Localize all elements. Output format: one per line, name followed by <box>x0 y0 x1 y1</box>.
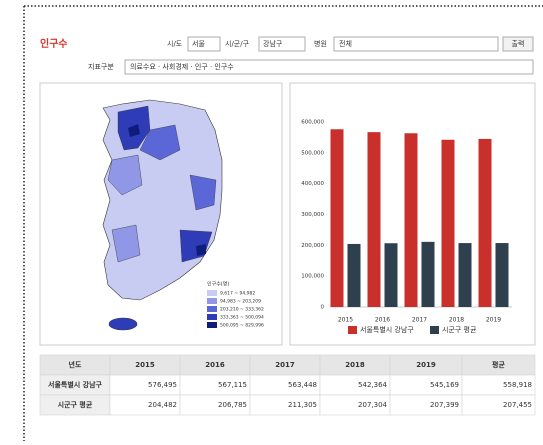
bar <box>404 133 418 307</box>
table-text: 207,399 <box>430 401 459 409</box>
select-value: 전체 <box>339 39 352 48</box>
x-tick-label: 2016 <box>375 317 390 324</box>
y-tick-label: 300,000 <box>301 212 324 218</box>
table-text: 542,364 <box>358 381 387 389</box>
table-text: 576,495 <box>148 381 177 389</box>
legend-swatch <box>207 314 217 320</box>
table-text: 서울특별시 강남구 <box>48 380 103 389</box>
indicator-select[interactable] <box>124 59 534 75</box>
x-tick-label: 2017 <box>412 317 427 324</box>
button-label: 출력 <box>512 39 525 48</box>
x-tick-label: 2019 <box>486 317 501 324</box>
bar <box>441 139 455 307</box>
bar <box>384 243 398 307</box>
table-text: 211,305 <box>288 401 317 409</box>
bar <box>458 243 472 307</box>
y-tick-label: 600,000 <box>301 120 324 126</box>
table-text: 206,785 <box>218 401 247 409</box>
select-value: 강남구 <box>263 39 283 48</box>
table-text: 558,918 <box>503 381 532 389</box>
legend-label: 서울특별시 강남구 <box>360 325 414 334</box>
sido-select[interactable] <box>187 36 221 52</box>
legend-label: 94,983 ~ 203,209 <box>220 299 261 305</box>
table-text: 567,115 <box>218 381 247 389</box>
legend-swatch <box>207 298 217 304</box>
legend-swatch <box>348 326 357 334</box>
bar <box>421 241 435 307</box>
legend-label: 시군구 평균 <box>442 325 477 334</box>
y-tick-label: 200,000 <box>301 243 324 249</box>
legend-swatch <box>207 290 217 296</box>
print-button[interactable] <box>502 36 534 52</box>
y-tick-label: 400,000 <box>301 181 324 187</box>
korea-map <box>102 99 223 331</box>
hospital-select[interactable] <box>333 36 499 52</box>
legend-label: 333,363 ~ 500,094 <box>220 315 264 321</box>
table-text: 563,448 <box>288 381 317 389</box>
table-text: 시군구 평균 <box>58 400 93 409</box>
bar <box>478 138 492 307</box>
legend-title: 인구수(명) <box>207 281 229 288</box>
table-header: 2017 <box>275 361 295 369</box>
table-header: 2016 <box>205 361 225 369</box>
table-text: 204,482 <box>148 401 177 409</box>
table-text: 207,304 <box>358 401 387 409</box>
y-tick-label: 100,000 <box>301 274 324 280</box>
legend-label: 500,095 ~ 829,996 <box>220 323 264 329</box>
legend-swatch <box>207 306 217 312</box>
table-text: 545,169 <box>430 381 459 389</box>
bar <box>347 243 361 307</box>
table-header: 년도 <box>69 360 82 369</box>
bar <box>495 243 509 307</box>
y-tick-label: 0 <box>321 305 325 311</box>
legend-label: 203,210 ~ 333,362 <box>220 307 264 313</box>
label: 병원 <box>314 39 327 48</box>
x-tick-label: 2018 <box>449 317 464 324</box>
y-tick-label: 500,000 <box>301 150 324 156</box>
table-text: 207,455 <box>503 401 532 409</box>
label: 시/군/구 <box>225 40 250 48</box>
table-cell <box>461 394 536 416</box>
table-header: 2019 <box>416 361 436 369</box>
label: 지표구분 <box>88 62 114 71</box>
table-header: 평균 <box>492 360 505 369</box>
legend-swatch <box>430 326 439 334</box>
bar <box>367 132 381 307</box>
select-value: 의료수요 · 사회경제 · 인구 · 인구수 <box>130 62 234 71</box>
label: 시/도 <box>167 40 183 48</box>
x-tick-label: 2015 <box>338 317 353 324</box>
sigungu-select[interactable] <box>258 36 306 52</box>
page-title: 인구수 <box>40 37 68 50</box>
legend-swatch <box>207 322 217 328</box>
bar <box>330 129 344 307</box>
table-header: 2015 <box>135 361 155 369</box>
legend-label: 9,617 ~ 94,982 <box>220 291 255 297</box>
table-header: 2018 <box>345 361 365 369</box>
select-value: 서울 <box>192 39 205 48</box>
